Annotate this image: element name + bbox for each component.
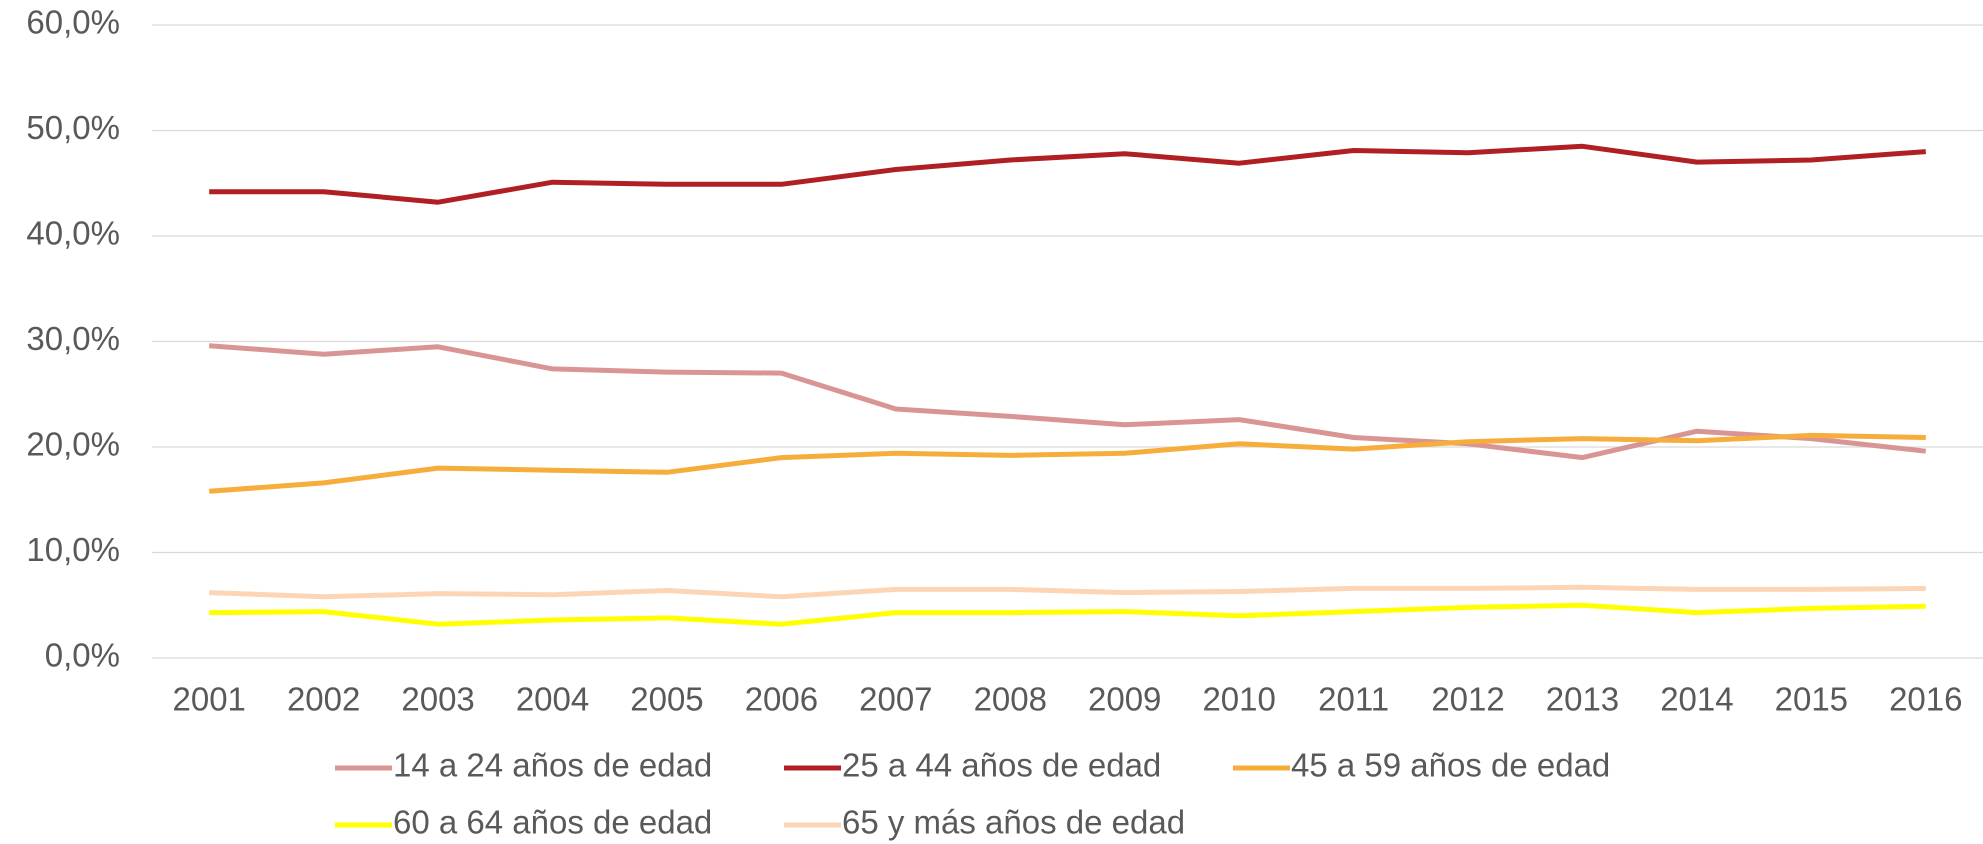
y-tick-label: 20,0% (26, 426, 120, 463)
x-tick-label: 2016 (1889, 681, 1962, 718)
x-tick-label: 2013 (1546, 681, 1619, 718)
y-tick-label: 0,0% (45, 637, 120, 674)
y-tick-label: 50,0% (26, 109, 120, 146)
series-line (209, 584, 1926, 600)
x-tick-label: 2003 (401, 681, 474, 718)
series-line (209, 602, 1926, 627)
series-line (209, 432, 1926, 494)
y-tick-label: 30,0% (26, 320, 120, 357)
x-tick-label: 2014 (1660, 681, 1733, 718)
x-tick-label: 2002 (287, 681, 360, 718)
x-tick-label: 2015 (1775, 681, 1848, 718)
legend-label: 14 a 24 años de edad (393, 747, 712, 784)
x-tick-label: 2010 (1202, 681, 1275, 718)
y-tick-label: 40,0% (26, 215, 120, 252)
series-line (209, 143, 1926, 205)
y-tick-label: 60,0% (26, 4, 120, 41)
x-tick-label: 2006 (745, 681, 818, 718)
x-tick-label: 2008 (974, 681, 1047, 718)
x-tick-label: 2005 (630, 681, 703, 718)
series-line (209, 343, 1927, 461)
y-tick-label: 10,0% (26, 531, 120, 568)
x-tick-label: 2004 (516, 681, 589, 718)
x-tick-label: 2007 (859, 681, 932, 718)
legend-label: 65 y más años de edad (842, 804, 1185, 841)
legend-label: 25 a 44 años de edad (842, 747, 1161, 784)
x-tick-label: 2011 (1318, 681, 1389, 718)
x-tick-label: 2012 (1431, 681, 1504, 718)
x-tick-label: 2001 (173, 681, 246, 718)
legend-label: 45 a 59 años de edad (1291, 747, 1610, 784)
legend-label: 60 a 64 años de edad (393, 804, 712, 841)
x-tick-label: 2009 (1088, 681, 1161, 718)
